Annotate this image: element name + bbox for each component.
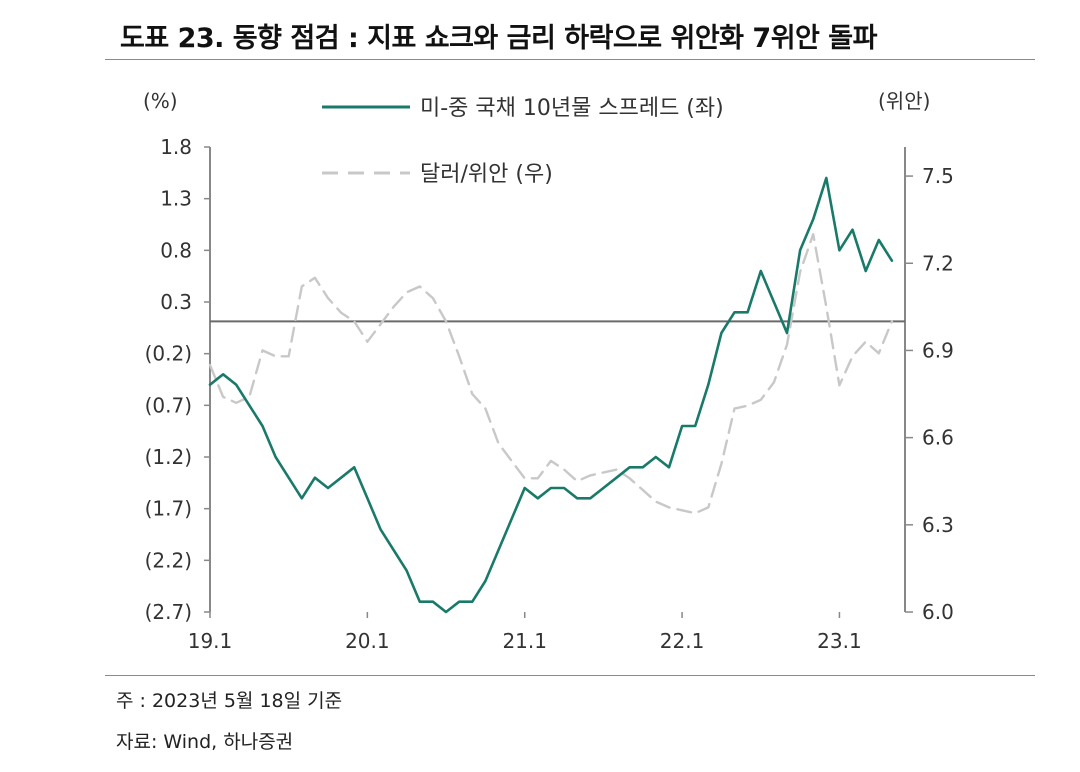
left-tick-label: (2.2) — [145, 548, 192, 572]
left-axis-unit: (%) — [143, 89, 178, 113]
left-tick-label: (1.7) — [145, 497, 192, 521]
legend-label-spread: 미-중 국채 10년물 스프레드 (좌) — [420, 96, 724, 121]
legend-label-cny: 달러/위안 (우) — [420, 162, 553, 187]
left-axis-ticks: 1.8 1.3 0.8 0.3 (0.2) (0.7) (1.2) (1.7) (2.2) (2.… — [145, 135, 210, 624]
left-tick-label: (1.2) — [145, 445, 192, 469]
left-tick-label: (2.7) — [145, 600, 192, 624]
top-rule — [105, 59, 1035, 60]
x-tick-label: 20.1 — [345, 629, 390, 653]
right-tick-label: 6.6 — [922, 426, 954, 450]
basis-note: 주 : 2023년 5월 18일 기준 — [116, 690, 343, 712]
right-axis-ticks: 7.5 7.2 6.9 6.6 6.3 6.0 — [905, 164, 954, 624]
right-tick-label: 7.2 — [922, 251, 954, 275]
bottom-rule — [105, 675, 1035, 676]
left-tick-label: 0.8 — [160, 238, 192, 262]
chart-title: 도표 23. 동향 점검 : 지표 쇼크와 금리 하락으로 위안화 7위안 돌파 — [120, 23, 877, 54]
left-tick-label: 0.3 — [160, 290, 192, 314]
right-tick-label: 6.3 — [922, 513, 954, 537]
series-lines — [208, 176, 894, 614]
left-tick-label: (0.7) — [145, 393, 192, 417]
left-tick-label: 1.3 — [160, 187, 192, 211]
left-tick-label: 1.8 — [160, 135, 192, 159]
axes — [209, 147, 906, 612]
right-tick-label: 6.0 — [922, 600, 954, 624]
x-axis-ticks: 19.1 20.1 21.1 22.1 23.1 — [188, 612, 862, 653]
x-tick-label: 19.1 — [188, 629, 233, 653]
cny-line — [208, 233, 894, 515]
x-tick-label: 23.1 — [817, 629, 862, 653]
source-note: 자료: Wind, 하나증권 — [116, 731, 294, 753]
right-tick-label: 6.9 — [922, 338, 954, 362]
right-axis-unit: (위안) — [878, 89, 930, 113]
spread-line — [208, 176, 894, 614]
right-tick-label: 7.5 — [922, 164, 954, 188]
left-tick-label: (0.2) — [145, 342, 192, 366]
legend: 미-중 국채 10년물 스프레드 (좌) 달러/위안 (우) — [322, 96, 724, 187]
x-tick-label: 21.1 — [502, 629, 547, 653]
x-tick-label: 22.1 — [660, 629, 705, 653]
